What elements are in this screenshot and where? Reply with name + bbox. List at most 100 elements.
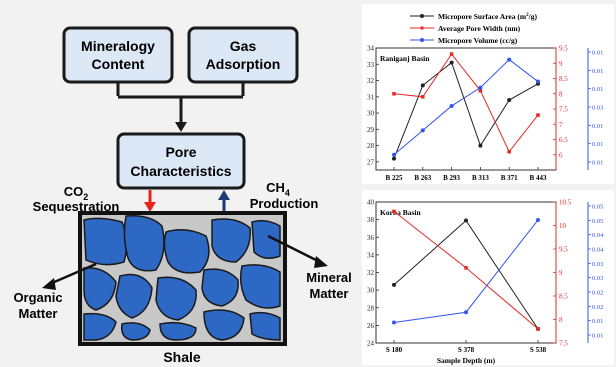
x-axis-label: Sample Depth (m) [437, 356, 496, 365]
right2-tick-label: 0.03 [592, 105, 603, 112]
mineral-grains [83, 214, 281, 341]
series-point-0 [464, 218, 468, 223]
x-tick-label: B 443 [530, 174, 547, 182]
left-tick-label: 28 [367, 304, 375, 312]
series-line-0 [393, 61, 539, 159]
right2-tick-label: 0.01 [592, 318, 603, 325]
series-point-2 [507, 57, 512, 62]
legend-label-surface: Micropore Surface Area (m2/g) [438, 12, 537, 21]
left-tick-label: 27 [367, 158, 375, 166]
left-tick-label: 32 [367, 269, 375, 277]
connector-arrowhead [175, 122, 187, 132]
mineralogy-line1: Mineralogy [81, 38, 155, 54]
organic-label-line1: Organic [13, 290, 62, 305]
right2-tick-label: 0.05 [592, 218, 603, 225]
mineral-arrow-shaft [267, 234, 321, 264]
pore-line2: Characteristics [130, 163, 231, 179]
series-point-2 [392, 152, 396, 157]
pore-line1: Pore [165, 144, 196, 160]
legend-marker-volume [420, 38, 424, 42]
series-line-2 [393, 58, 539, 156]
series-line-1 [393, 53, 539, 153]
series-point-0 [392, 156, 396, 161]
left-tick-label: 30 [367, 287, 375, 295]
charts-panel: Micropore Surface Area (m2/g) Average Po… [362, 4, 614, 365]
right2-tick-label: 0.01 [592, 68, 603, 75]
right1-tick-label: 9.5 [559, 45, 568, 53]
x-tick-label: B 371 [501, 174, 518, 182]
right2-tick-label: 0.01 [592, 123, 603, 130]
x-tick-label: S 378 [458, 346, 475, 354]
right1-tick-label: 10 [559, 222, 567, 230]
left-tick-label: 34 [367, 251, 375, 259]
right1-tick-label: 10.5 [559, 199, 572, 207]
right1-tick-label: 8 [559, 316, 563, 324]
right1-tick-label: 9.5 [559, 246, 568, 254]
left-tick-label: 24 [367, 340, 375, 348]
x-tick-label: B 225 [386, 174, 403, 182]
right2-tick-label: 0.03 [592, 261, 603, 268]
chart-title: Korba Basin [380, 208, 421, 217]
series-point-1 [507, 149, 511, 154]
right1-tick-label: 8.5 [559, 293, 568, 301]
right2-tick-label: 0.01 [592, 333, 603, 340]
series-point-0 [478, 143, 483, 148]
x-tick-label: S 180 [386, 346, 403, 354]
series-point-2 [536, 79, 540, 84]
right2-tick-label: 0.01 [592, 86, 603, 93]
connector-lines [116, 82, 245, 124]
left-tick-label: 29 [367, 126, 375, 134]
series-point-2 [449, 103, 454, 108]
right1-tick-label: 6.5 [559, 136, 568, 144]
chart-raniganj: Raniganj Basin 27 28 29 30 31 32 33 34 6 6.5 7 7.5 8 8… [367, 45, 603, 183]
series-point-1 [478, 88, 483, 93]
right2-tick-label: 0.01 [592, 50, 603, 57]
series-point-1 [392, 209, 396, 214]
flowchart: Mineralogy Content Gas Adsorption Pore C… [13, 26, 352, 365]
ch4-label: CH4 [266, 180, 290, 198]
series-point-2 [536, 217, 540, 222]
right1-tick-label: 8.5 [559, 75, 568, 83]
left-tick-label: 26 [367, 322, 375, 330]
pore-characteristics-box [116, 132, 246, 190]
organic-label-line2: Matter [18, 306, 57, 321]
left-tick-label: 36 [367, 234, 375, 242]
right2-tick-label: 0.05 [592, 204, 603, 211]
legend-label-width: Average Pore Width (nm) [438, 24, 521, 33]
right2-tick-label: 0.01 [592, 160, 603, 167]
right2-tick-label: 0.02 [592, 304, 603, 311]
left-tick-label: 40 [367, 199, 375, 207]
series-point-0 [449, 60, 454, 65]
legend-marker-width [420, 26, 424, 30]
left-tick-label: 33 [367, 61, 375, 69]
left-tick-label: 28 [367, 142, 375, 150]
series-point-1 [536, 113, 540, 117]
series-point-1 [449, 52, 454, 56]
mineral-arrowhead [314, 256, 328, 268]
right2-tick-label: 0.03 [592, 275, 603, 282]
co2-arrowhead [144, 202, 156, 212]
legend-label-volume: Micropore Volume (cc/g) [438, 36, 518, 45]
series-point-0 [507, 98, 512, 103]
right2-tick-label: 0.01 [592, 141, 603, 148]
series-point-2 [392, 320, 396, 325]
gas-adsorption-box [187, 26, 299, 84]
series-point-2 [478, 85, 483, 90]
shale-label: Shale [163, 349, 201, 365]
series-point-1 [464, 266, 468, 270]
right2-tick-label: 0.04 [592, 232, 604, 239]
left-tick-label: 32 [367, 77, 375, 85]
right1-tick-label: 6 [559, 151, 563, 159]
mineralogy-line2: Content [92, 56, 145, 72]
gas-line2: Adsorption [206, 56, 281, 72]
right1-tick-label: 8 [559, 90, 563, 98]
production-label: Production [250, 196, 319, 211]
right1-tick-label: 9 [559, 269, 563, 277]
series-point-1 [536, 327, 540, 331]
right1-tick-label: 7.5 [559, 106, 568, 114]
organic-arrow-shaft [51, 262, 97, 285]
organic-arrowhead [42, 278, 56, 290]
right1-tick-label: 7 [559, 121, 563, 129]
mineral-label-line1: Mineral [306, 270, 352, 285]
